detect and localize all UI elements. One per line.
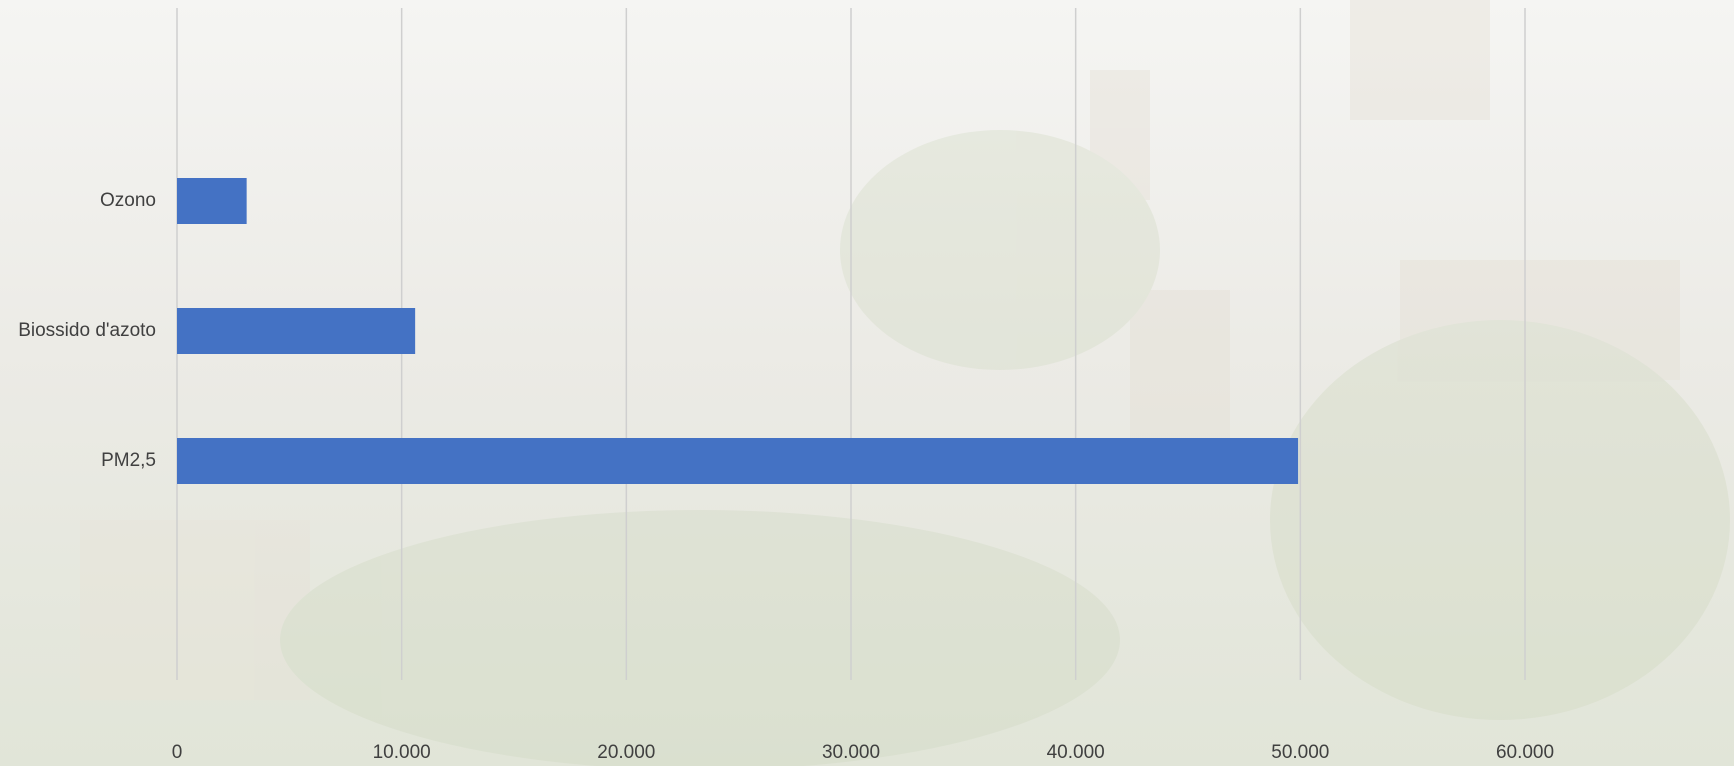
x-tick-label: 60.000	[1496, 742, 1554, 763]
bar	[177, 178, 247, 224]
background-photo	[80, 0, 1730, 770]
x-tick-label: 40.000	[1047, 742, 1105, 763]
bar	[177, 438, 1299, 484]
y-tick-label: PM2,5	[101, 450, 156, 471]
y-tick-label: Biossido d'azoto	[18, 320, 156, 341]
y-tick-label: Ozono	[100, 190, 156, 211]
bar	[177, 308, 416, 354]
x-tick-label: 30.000	[822, 742, 880, 763]
x-tick-label: 50.000	[1271, 742, 1329, 763]
x-tick-label: 10.000	[373, 742, 431, 763]
x-tick-label: 0	[172, 742, 183, 763]
x-tick-label: 20.000	[597, 742, 655, 763]
